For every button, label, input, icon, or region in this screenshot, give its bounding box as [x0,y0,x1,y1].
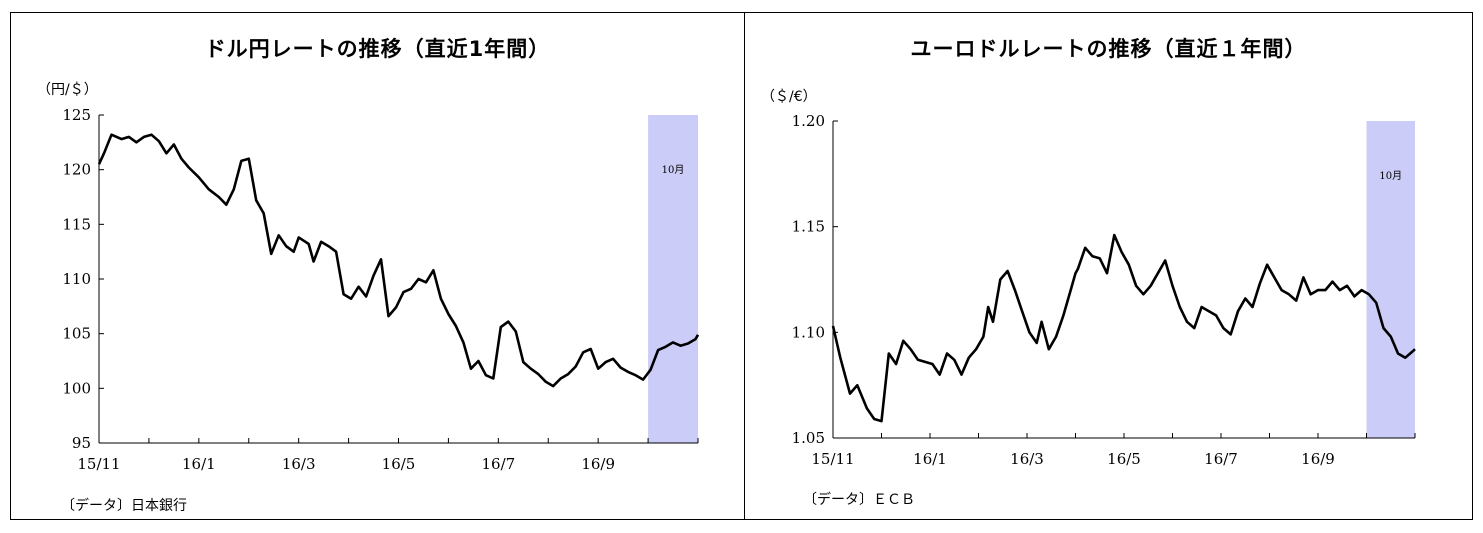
x-tick-label: 15/11 [77,455,120,473]
y-axis-unit: （円/＄） [37,82,98,98]
x-tick-label: 16/3 [282,455,316,473]
chart-panel-eurusd: ユーロドルレートの推移（直近１年間） （＄/€） 〔データ〕ＥＣＢ 10月 1.2… [744,12,1473,520]
highlight-band [648,115,698,443]
y-tick-label: 95 [72,434,91,452]
chart-title: ユーロドルレートの推移（直近１年間） [910,37,1307,61]
y-tick-label: 1.15 [792,218,825,236]
series-line-ユーロドル [831,233,1416,423]
chart-title: ドル円レートの推移（直近1年間） [204,37,551,61]
y-tick-label: 125 [62,106,91,124]
highlight-label: 10月 [1379,170,1402,182]
x-tick-label: 16/1 [182,455,216,473]
x-tick-label: 16/9 [1301,450,1335,468]
y-tick-label: 120 [62,161,91,179]
chart-panel-usdjpy: ドル円レートの推移（直近1年間） （円/＄） 〔データ〕日本銀行 10月 125 1… [10,12,745,520]
y-tick-label: 1.20 [792,112,825,130]
y-tick-label: 1.10 [792,323,825,341]
x-tick-label: 16/7 [1204,450,1238,468]
y-tick-label: 1.05 [792,429,825,447]
y-tick-label: 100 [62,379,91,397]
x-tick-label: 16/5 [1107,450,1141,468]
y-tick-label: 105 [62,325,91,343]
y-axis-unit: （＄/€） [761,89,817,105]
x-tick-label: 16/9 [581,455,615,473]
series-line-ドル円 [97,133,700,388]
x-tick-label: 16/1 [913,450,947,468]
usdjpy-plot: 10月 125 120 115 110 105 100 95 15/11 16/1 16/3 16/5… [62,106,700,473]
y-tick-label: 115 [62,215,91,233]
x-tick-label: 15/11 [811,450,854,468]
data-source: 〔データ〕日本銀行 [61,498,187,514]
x-tick-label: 16/5 [382,455,416,473]
x-tick-label: 16/7 [481,455,515,473]
highlight-band [1366,121,1415,438]
y-tick-label: 110 [62,270,91,288]
x-tick-label: 16/3 [1010,450,1044,468]
highlight-label: 10月 [662,164,685,176]
eurusd-plot: 10月 1.20 1.15 1.10 1.05 15/11 16/1 16/3 16/5 16/7… [792,112,1416,468]
data-source: 〔データ〕ＥＣＢ [803,492,915,508]
